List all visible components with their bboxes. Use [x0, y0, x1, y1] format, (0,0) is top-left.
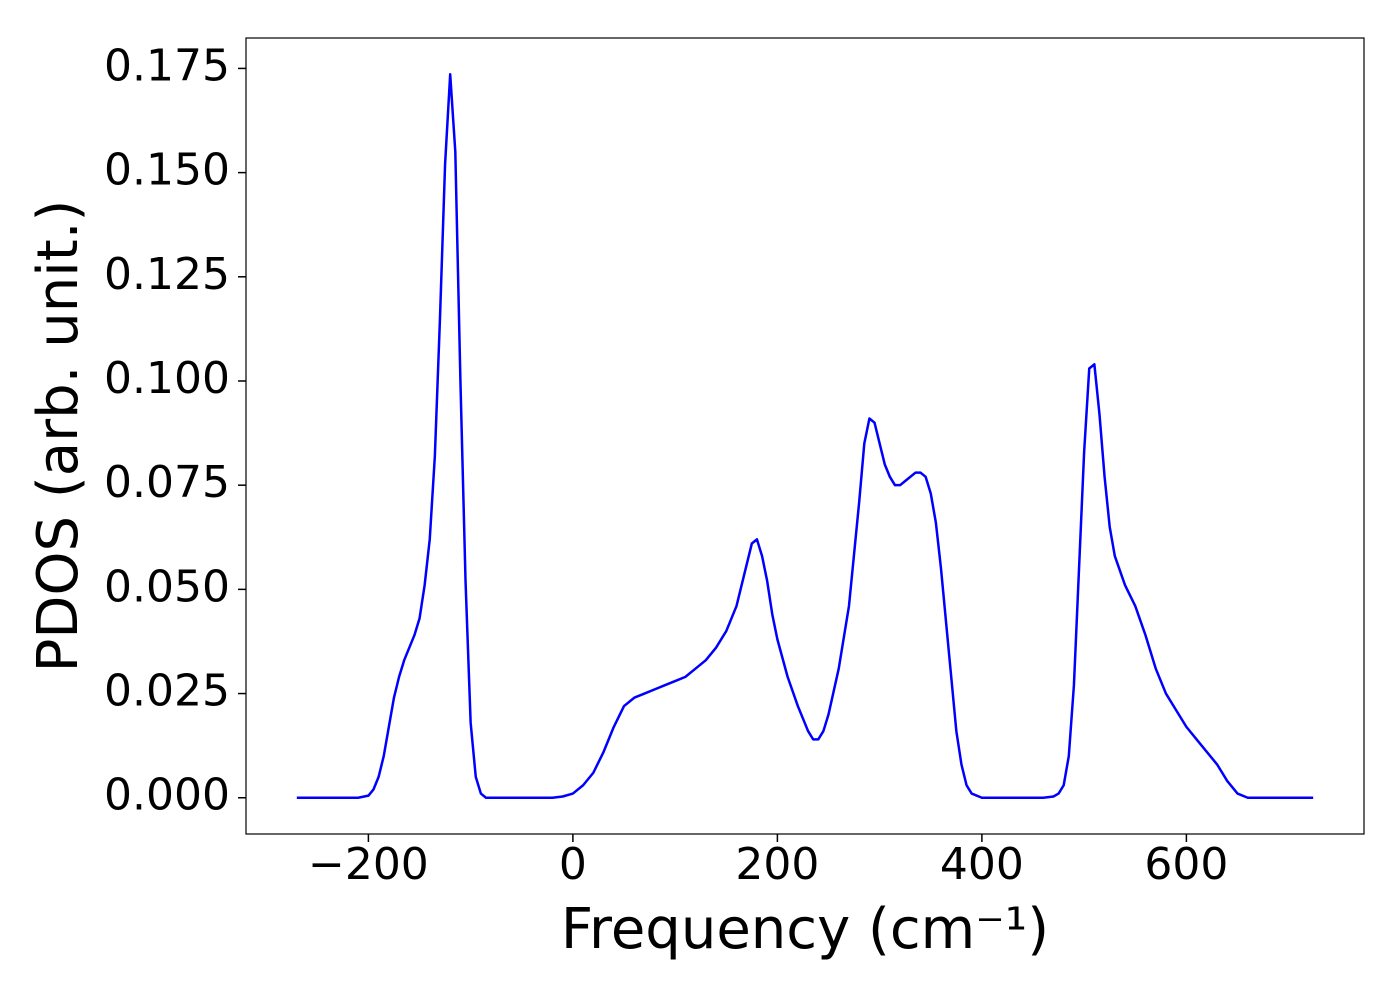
x-tick-label: 200	[735, 839, 819, 890]
x-tick-label: 600	[1144, 839, 1228, 890]
y-tick-label: 0.175	[104, 40, 230, 91]
plot-frame	[245, 37, 1365, 835]
x-axis-label: Frequency (cm⁻¹)	[561, 897, 1049, 962]
y-tick-label: 0.025	[104, 666, 230, 717]
x-tick-label: 400	[940, 839, 1024, 890]
x-tick-label: −200	[308, 839, 429, 890]
y-tick-label: 0.100	[104, 353, 230, 404]
y-axis-label: PDOS (arb. unit.)	[26, 200, 91, 673]
x-tick-label: 0	[559, 839, 587, 890]
y-tick-label: 0.150	[104, 145, 230, 196]
y-tick-label: 0.075	[104, 457, 230, 508]
y-tick-label: 0.125	[104, 249, 230, 300]
y-tick-label: 0.000	[104, 770, 230, 821]
data-line	[296, 73, 1314, 799]
y-tick-label: 0.050	[104, 561, 230, 612]
